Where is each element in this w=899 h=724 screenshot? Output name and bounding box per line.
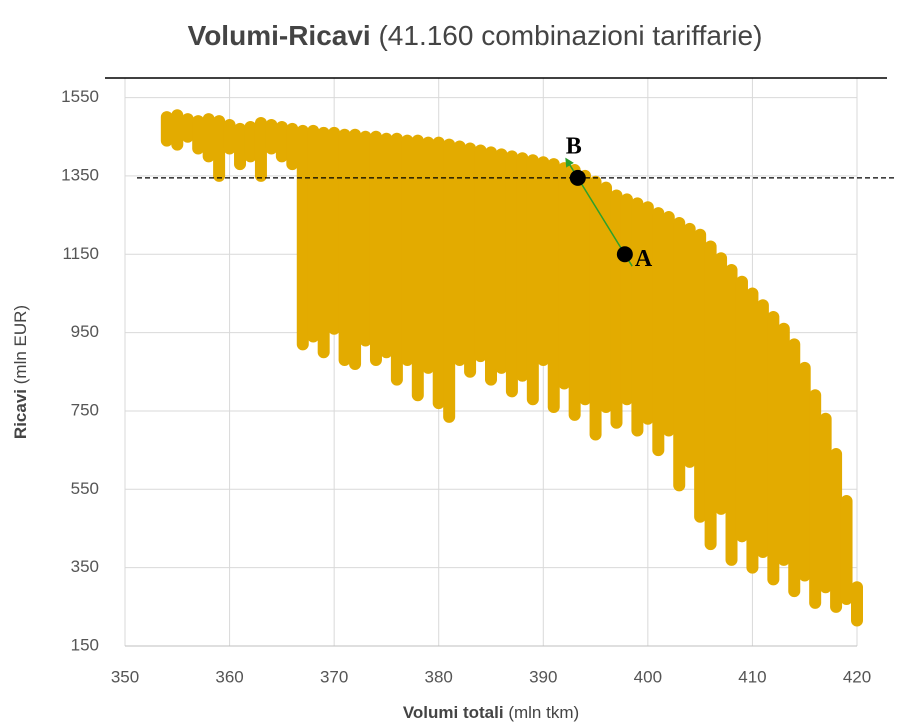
chart-title: Volumi-Ricavi (41.160 combinazioni tarif…: [188, 20, 763, 51]
y-tick-label: 750: [71, 400, 99, 419]
x-label-detail: (mln tkm): [508, 703, 579, 722]
title-main: Volumi-Ricavi: [188, 20, 371, 51]
highlight-point: [569, 169, 586, 186]
y-tick-label: 150: [71, 635, 99, 654]
x-label-main: Volumi totali: [403, 703, 504, 722]
y-tick-label: 350: [71, 557, 99, 576]
y-tick-label: 1550: [61, 87, 99, 106]
x-tick-label: 370: [320, 667, 348, 686]
x-tick-label: 360: [215, 667, 243, 686]
y-tick-label: 1150: [62, 244, 99, 263]
x-tick-label: 390: [529, 667, 557, 686]
y-tick-label: 950: [71, 322, 99, 341]
x-tick-label: 400: [634, 667, 662, 686]
x-tick-label: 420: [843, 667, 871, 686]
x-tick-label: 350: [111, 667, 139, 686]
x-axis-label: Volumi totali (mln tkm): [403, 703, 579, 722]
x-tick-label: 380: [425, 667, 453, 686]
y-label-detail: (mln EUR): [11, 305, 30, 384]
y-axis-label: Ricavi (mln EUR): [11, 305, 30, 439]
point-label: B: [566, 133, 582, 159]
y-tick-label: 1350: [61, 165, 99, 184]
highlight-point: [616, 246, 633, 263]
y-tick-label: 550: [71, 479, 99, 498]
title-detail: (41.160 combinazioni tariffarie): [378, 20, 762, 51]
y-label-main: Ricavi: [11, 389, 30, 439]
x-tick-label: 410: [738, 667, 766, 686]
point-label: A: [635, 246, 653, 272]
